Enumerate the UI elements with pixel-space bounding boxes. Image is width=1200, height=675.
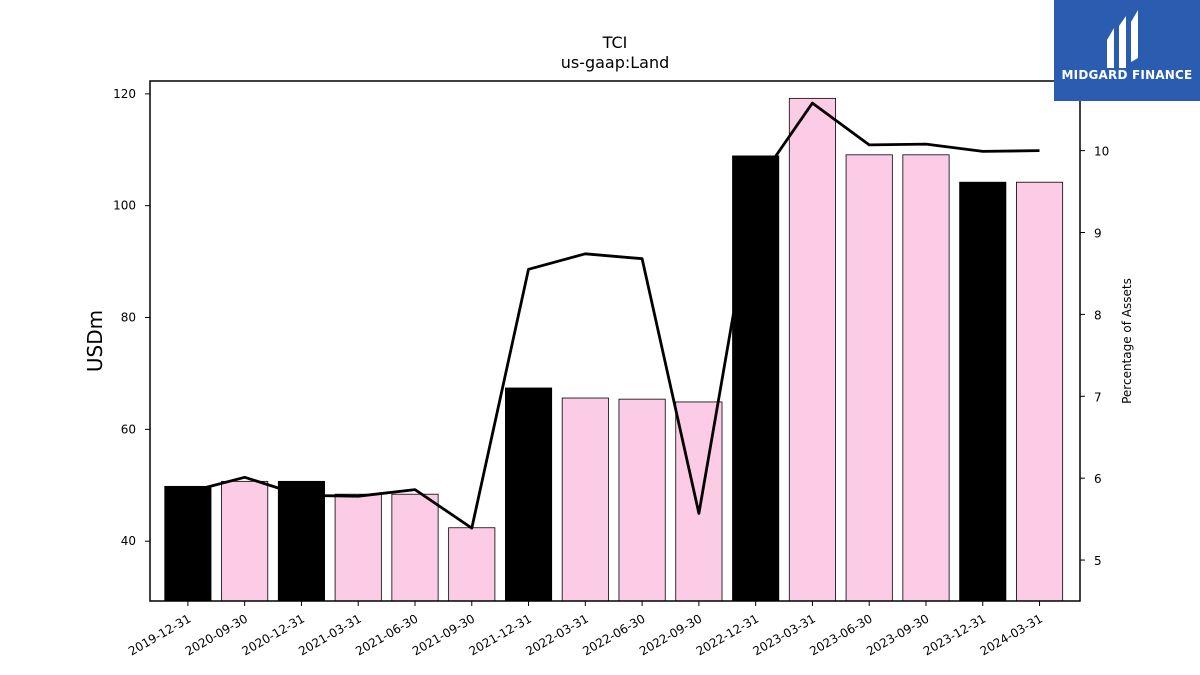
midgard-finance-logo: MIDGARD FINANCE <box>1054 0 1200 101</box>
bar <box>732 155 780 602</box>
bar <box>675 401 723 602</box>
y2-axis-label: Percentage of Assets <box>1120 278 1134 404</box>
bars <box>164 97 1064 602</box>
y-tick-label: 120 <box>113 87 136 101</box>
bar <box>618 398 666 602</box>
bar <box>334 493 382 602</box>
y2-tick-label: 5 <box>1094 554 1102 568</box>
logo-text: MIDGARD FINANCE <box>1061 68 1193 82</box>
bar <box>788 97 836 602</box>
bar <box>277 480 325 602</box>
bar <box>164 485 212 602</box>
percentage-line <box>187 101 1040 530</box>
x-tick-label: 2021-03-31 <box>296 611 363 658</box>
x-tick-label: 2022-06-30 <box>580 611 647 658</box>
bar <box>902 154 950 602</box>
line-series <box>187 101 1040 530</box>
x-tick-label: 2023-09-30 <box>864 611 931 658</box>
bar <box>1015 181 1064 602</box>
y2-tick-label: 7 <box>1094 390 1102 404</box>
x-tick-label: 2021-12-31 <box>467 611 534 658</box>
y2-tick-label: 10 <box>1094 145 1109 159</box>
bar <box>448 527 496 602</box>
x-tick-label: 2019-12-31 <box>126 611 193 658</box>
plot-frame <box>149 80 1081 602</box>
bar <box>221 480 269 602</box>
x-tick-label: 2023-03-31 <box>751 611 818 658</box>
x-tick-label: 2021-09-30 <box>410 611 477 658</box>
bar <box>505 387 553 602</box>
y-tick-label: 60 <box>121 422 136 436</box>
x-tick-label: 2021-06-30 <box>353 611 420 658</box>
y-tick-label: 80 <box>121 311 136 325</box>
y2-tick-label: 9 <box>1094 226 1102 240</box>
bar <box>391 493 439 602</box>
y-tick-label: 40 <box>121 534 136 548</box>
x-tick-label: 2022-03-31 <box>523 611 590 658</box>
chart-title: TCI <box>602 33 628 52</box>
x-tick-label: 2020-12-31 <box>240 611 307 658</box>
x-tick-label: 2024-03-31 <box>978 611 1045 658</box>
x-tick-label: 2022-09-30 <box>637 611 704 658</box>
chart-subtitle: us-gaap:Land <box>561 53 670 72</box>
y2-tick-label: 8 <box>1094 308 1102 322</box>
bar <box>845 154 893 602</box>
bar <box>959 181 1007 602</box>
y-tick-label: 100 <box>113 199 136 213</box>
bar <box>561 397 609 602</box>
x-tick-label: 2023-12-31 <box>921 611 988 658</box>
x-tick-label: 2022-12-31 <box>694 611 761 658</box>
x-tick-label: 2023-06-30 <box>807 611 874 658</box>
x-tick-label: 2020-09-30 <box>183 611 250 658</box>
logo-mark-icon <box>1107 10 1138 68</box>
y2-tick-label: 6 <box>1094 472 1102 486</box>
y-axis-label: USDm <box>83 310 107 372</box>
